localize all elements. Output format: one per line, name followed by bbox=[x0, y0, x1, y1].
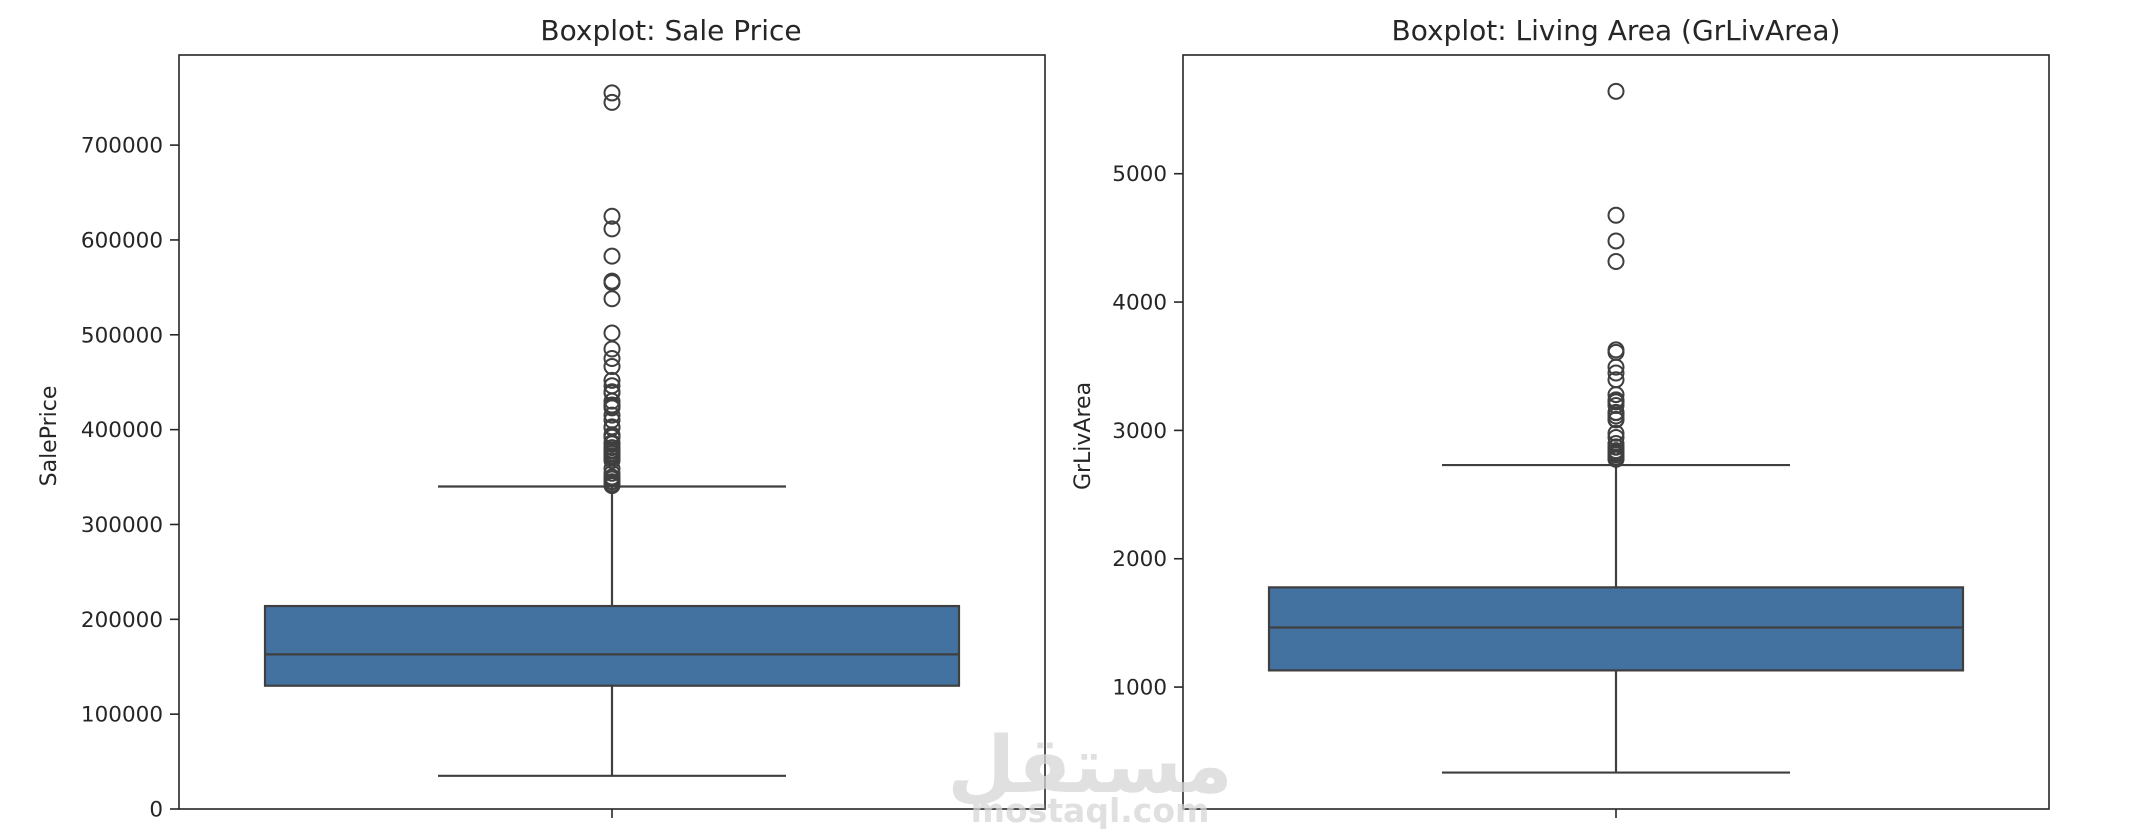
grlivarea-y-tick-label: 3000 bbox=[1112, 419, 1167, 444]
grlivarea-y-tick-label: 5000 bbox=[1112, 162, 1167, 187]
grlivarea-outlier-point bbox=[1607, 386, 1625, 404]
grlivarea-outlier-point bbox=[1607, 411, 1625, 429]
grlivarea-boxplot-panel: Boxplot: Living Area (GrLivArea) GrLivAr… bbox=[1071, 14, 2050, 818]
grlivarea-y-ticks: 1000 2000 3000 4000 5000 bbox=[1112, 162, 1617, 818]
grlivarea-y-tick-label: 4000 bbox=[1112, 291, 1167, 316]
grlivarea-chart-title: Boxplot: Living Area (GrLivArea) bbox=[1392, 14, 1841, 47]
grlivarea-outlier-point bbox=[1607, 450, 1625, 468]
saleprice-y-tick-label: 0 bbox=[149, 798, 163, 823]
grlivarea-iqr-box bbox=[1267, 586, 1965, 672]
saleprice-y-tick-label: 300000 bbox=[81, 513, 163, 538]
grlivarea-y-tick-label: 2000 bbox=[1112, 547, 1167, 572]
saleprice-outlier-point bbox=[603, 220, 621, 238]
saleprice-outlier-point bbox=[603, 274, 621, 292]
grlivarea-y-tick-label: 1000 bbox=[1112, 676, 1167, 701]
saleprice-outlier-point bbox=[603, 371, 621, 389]
saleprice-y-tick-label: 200000 bbox=[81, 608, 163, 633]
grlivarea-plot-frame bbox=[1182, 54, 2050, 810]
saleprice-y-tick-label: 600000 bbox=[81, 228, 163, 253]
saleprice-outlier-point bbox=[603, 358, 621, 376]
grlivarea-outlier-point bbox=[1607, 424, 1625, 442]
saleprice-y-tick-label: 500000 bbox=[81, 323, 163, 348]
saleprice-outlier-point bbox=[603, 324, 621, 342]
saleprice-boxplot-panel: Boxplot: Sale Price SalePrice 0 100000 200… bbox=[37, 14, 1046, 823]
saleprice-outlier-point bbox=[603, 207, 621, 225]
saleprice-y-tick-label: 100000 bbox=[81, 703, 163, 728]
watermark: مستقل mostaql.com bbox=[947, 721, 1232, 830]
saleprice-y-ticks: 0 100000 200000 300000 400000 500000 600000 700… bbox=[81, 134, 613, 823]
saleprice-outlier-point bbox=[603, 84, 621, 102]
saleprice-plot-frame bbox=[178, 54, 1046, 810]
watermark-latin-text: mostaql.com bbox=[971, 791, 1210, 830]
grlivarea-outlier-point bbox=[1607, 232, 1625, 250]
saleprice-outlier-point bbox=[603, 399, 621, 417]
saleprice-marks bbox=[263, 84, 961, 777]
saleprice-outlier-point bbox=[603, 340, 621, 358]
saleprice-outlier-point bbox=[603, 428, 621, 446]
saleprice-outlier-point bbox=[603, 406, 621, 424]
saleprice-y-axis-label: SalePrice bbox=[37, 386, 62, 487]
grlivarea-outlier-point bbox=[1607, 252, 1625, 270]
grlivarea-outlier-point bbox=[1607, 364, 1625, 382]
saleprice-outlier-point bbox=[603, 452, 621, 470]
saleprice-y-tick-label: 700000 bbox=[81, 134, 163, 159]
grlivarea-outlier-point bbox=[1607, 82, 1625, 100]
saleprice-iqr-box bbox=[263, 604, 961, 687]
saleprice-outlier-point bbox=[603, 477, 621, 495]
saleprice-y-tick-label: 400000 bbox=[81, 418, 163, 443]
grlivarea-marks bbox=[1267, 82, 1965, 774]
saleprice-outlier-point bbox=[603, 247, 621, 265]
watermark-arabic-text: مستقل bbox=[947, 721, 1232, 811]
saleprice-outlier-point bbox=[603, 349, 621, 367]
saleprice-outlier-point bbox=[603, 290, 621, 308]
grlivarea-y-axis-label: GrLivArea bbox=[1071, 382, 1096, 490]
saleprice-outlier-point bbox=[603, 93, 621, 111]
saleprice-chart-title: Boxplot: Sale Price bbox=[540, 14, 801, 47]
grlivarea-outlier-point bbox=[1607, 206, 1625, 224]
grlivarea-outlier-point bbox=[1607, 358, 1625, 376]
